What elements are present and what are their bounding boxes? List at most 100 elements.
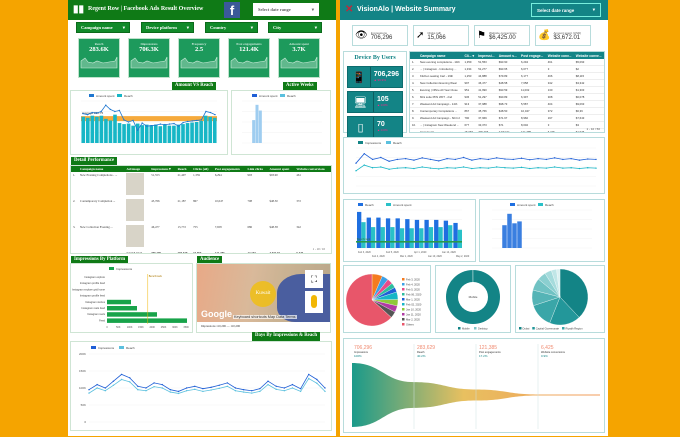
table-cell: 997 (462, 80, 476, 87)
reach-bar (190, 123, 194, 143)
table-cell: 6,294 (213, 172, 246, 198)
table-row[interactable]: 2.... | Instagram - Introducing ...1,334… (410, 66, 604, 73)
amount-spent-bar (410, 228, 414, 248)
impressions-point (308, 374, 309, 375)
audience-map[interactable]: Kuwait ⛶ Google Keyboard shortcuts Map D… (196, 263, 331, 333)
date-range-select[interactable]: Select date range▾ (531, 3, 601, 17)
filter-label: Campaign name (81, 25, 113, 30)
reach-point (170, 391, 171, 392)
table-pager[interactable]: 1 - 10 / 50 (586, 127, 600, 131)
column-header[interactable]: Impressi... (476, 52, 497, 59)
reach-point (397, 167, 398, 168)
total-cell: Grand total (418, 129, 462, 134)
table-cell: 6. (410, 94, 418, 101)
filter-city[interactable]: City▾ (268, 22, 322, 33)
weekly-bar (512, 223, 517, 248)
table-cell: New Collection Evening ... (78, 224, 124, 250)
table-cell: 10,047 (213, 198, 246, 224)
stage-percent: 40.2% (417, 354, 426, 358)
reach-point (364, 164, 365, 165)
column-header[interactable]: Amount s... (497, 52, 519, 59)
table-cell: Contemporary Completions ... (418, 108, 462, 115)
keyboard-shortcuts-link[interactable]: Keyboard shortcuts (234, 315, 267, 319)
date-range-label: Select date range (258, 7, 291, 12)
reach-point (113, 385, 114, 386)
impressions-point (529, 159, 530, 160)
impressions-point (455, 159, 456, 160)
impressions-point (438, 160, 439, 161)
reach-bar (424, 220, 428, 248)
legend-swatch (386, 203, 391, 206)
amount-spent-point (105, 105, 106, 106)
street-view-pegman-icon[interactable] (305, 291, 323, 313)
kpi-value: $3,672.01 (553, 35, 581, 41)
x-tick-label: 0 (106, 326, 108, 329)
terms-link[interactable]: Terms (285, 315, 295, 319)
filter-country[interactable]: Country▾ (205, 22, 258, 33)
legend-swatch (458, 327, 461, 330)
table-cell: $79.89 (497, 73, 519, 80)
amount-spent-point (155, 124, 156, 125)
legend-swatch (402, 313, 405, 316)
table-cell: 46,477 (149, 224, 175, 250)
y-tick-label: 150K (79, 369, 86, 373)
desktop-icon: 🖥 (348, 92, 374, 112)
reach-point (259, 391, 260, 392)
impressions-point (471, 159, 472, 160)
filter-label: City (273, 25, 281, 30)
map-bubble[interactable]: Kuwait (250, 281, 276, 307)
impressions-point (300, 388, 301, 389)
legend-label: Others (406, 323, 414, 327)
legend-swatch (402, 323, 405, 326)
table-cell: 5. (410, 87, 418, 94)
filter-campaign-name[interactable]: Campaign name▾ (76, 22, 130, 33)
impressions-point (170, 389, 171, 390)
legend-label: Reach (545, 203, 554, 207)
amount-spent-point (114, 111, 115, 112)
reach-point (162, 387, 163, 388)
map-data-link[interactable]: Map Data (268, 315, 284, 319)
filter-device-platform[interactable]: Device platform▾ (141, 22, 194, 33)
eye-icon: 👁 (355, 30, 368, 41)
table-cell: 913 (462, 101, 476, 108)
column-header[interactable]: Website conv... (546, 52, 574, 59)
reach-point (413, 168, 414, 169)
legend-label: Mar 1, 2020 (406, 298, 420, 302)
table-cell: 2. (410, 66, 418, 73)
reach-bar (149, 125, 153, 143)
reach-point (292, 387, 293, 388)
column-header[interactable]: Post engage... (519, 52, 546, 59)
reach-bar (367, 218, 371, 248)
reach-point (129, 381, 130, 382)
column-header[interactable]: Campaign name (418, 52, 462, 59)
table-cell: 372 (546, 108, 574, 115)
impressions-point (504, 158, 505, 159)
reach-point (284, 390, 285, 391)
impressions-point (259, 388, 260, 389)
column-header[interactable]: Cli... ▾ (462, 52, 476, 59)
table-cell: 867 (191, 198, 213, 224)
table-pager[interactable]: 1 - 10 / 10 (313, 247, 325, 251)
impressions-point (227, 382, 228, 383)
table-cell: 130 (546, 87, 574, 94)
date-range-select[interactable]: Select date range▾ (253, 3, 319, 16)
reach-point (251, 392, 252, 393)
stage-percent: 100% (354, 354, 362, 358)
column-header[interactable]: Website conve... (574, 52, 604, 59)
fullscreen-icon[interactable]: ⛶ (305, 270, 323, 288)
